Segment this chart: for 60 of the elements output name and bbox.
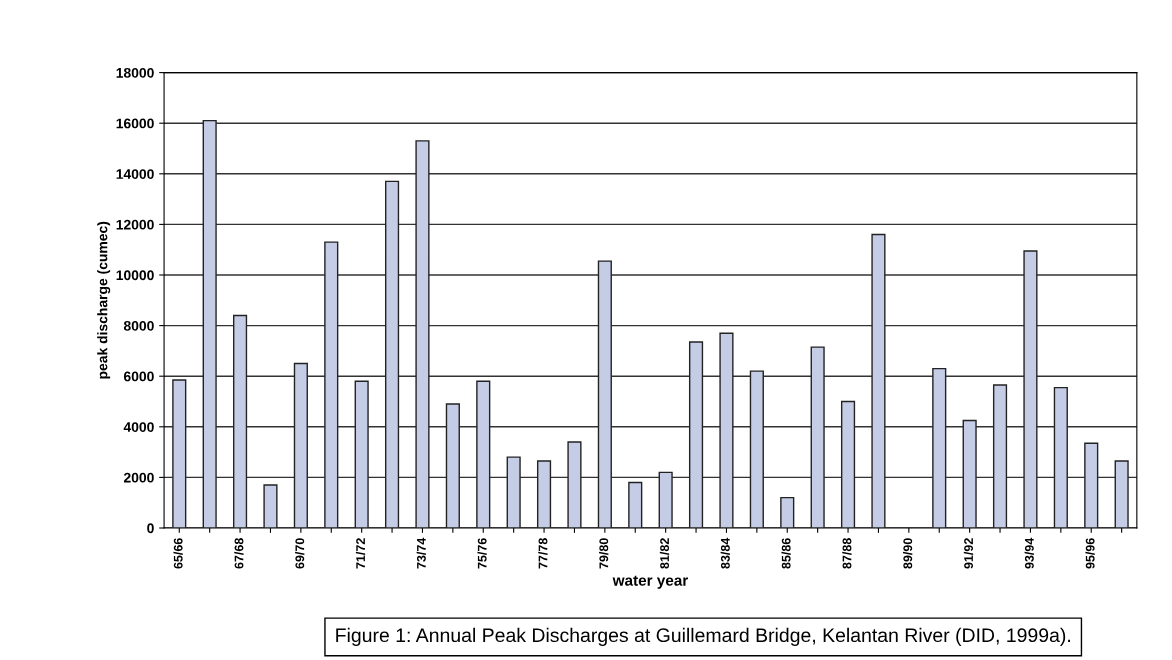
bar	[202, 119, 217, 528]
y-tick-label: 8000	[123, 320, 154, 331]
bar	[293, 362, 308, 528]
bar	[962, 419, 977, 528]
x-tick-label: 77/78	[538, 538, 548, 569]
x-tick-label: 95/96	[1085, 538, 1095, 569]
bar	[1114, 460, 1129, 528]
bar	[232, 314, 248, 528]
bar	[384, 180, 400, 528]
x-tick-label: 89/90	[903, 538, 913, 569]
y-tick-label: 16000	[116, 118, 154, 129]
x-tick-label: 75/76	[477, 538, 487, 569]
bar	[506, 456, 521, 528]
x-tick-label: 83/84	[720, 537, 730, 569]
y-tick-label: 14000	[116, 169, 154, 179]
x-tick-label: 73/74	[416, 537, 426, 569]
y-tick-label: 12000	[116, 219, 154, 230]
bar	[324, 241, 339, 528]
x-tick-label: 81/82	[659, 538, 670, 569]
bar	[749, 370, 764, 528]
x-tick-label: 65/66	[173, 538, 183, 569]
bar	[932, 367, 947, 528]
bar	[476, 380, 491, 528]
bar	[1084, 442, 1099, 528]
x-axis-title: water year	[612, 575, 689, 589]
bar	[172, 379, 187, 528]
bar	[597, 260, 612, 528]
bar	[445, 403, 460, 528]
x-tick-label: 91/92	[963, 538, 974, 569]
x-tick-label: 69/70	[295, 538, 305, 569]
bar	[1023, 250, 1038, 528]
y-tick-label: 10000	[116, 270, 154, 281]
x-tick-label: 85/86	[781, 538, 791, 569]
bar	[263, 484, 278, 528]
bar	[719, 332, 734, 528]
x-tick-label: 87/88	[842, 538, 852, 569]
bar	[780, 496, 795, 528]
bar	[536, 460, 552, 528]
bar	[658, 471, 673, 528]
x-tick-label: 93/94	[1024, 537, 1034, 569]
y-tick-label: 0	[147, 523, 154, 534]
y-axis-title: peak discharge (cumec)	[97, 221, 111, 379]
x-tick-label: 71/72	[355, 538, 366, 569]
bar	[840, 400, 856, 528]
bar	[628, 481, 643, 528]
bar	[354, 380, 369, 528]
bar	[992, 384, 1008, 528]
bar	[567, 441, 582, 528]
y-tick-label: 2000	[123, 472, 154, 483]
x-tick-label: 79/80	[599, 538, 609, 569]
x-tick-label: 67/68	[234, 538, 244, 569]
y-tick-label: 4000	[123, 422, 154, 432]
caption: Figure 1: Annual Peak Discharges at Guillemard Bridge, Kelantan River (DID, 1999a).	[336, 627, 1070, 646]
y-tick-label: 18000	[116, 67, 154, 78]
bar	[1053, 386, 1068, 528]
bar	[810, 346, 825, 528]
bar	[688, 341, 704, 528]
y-tick-label: 6000	[123, 371, 154, 382]
bar	[415, 140, 430, 528]
bar	[871, 233, 886, 528]
